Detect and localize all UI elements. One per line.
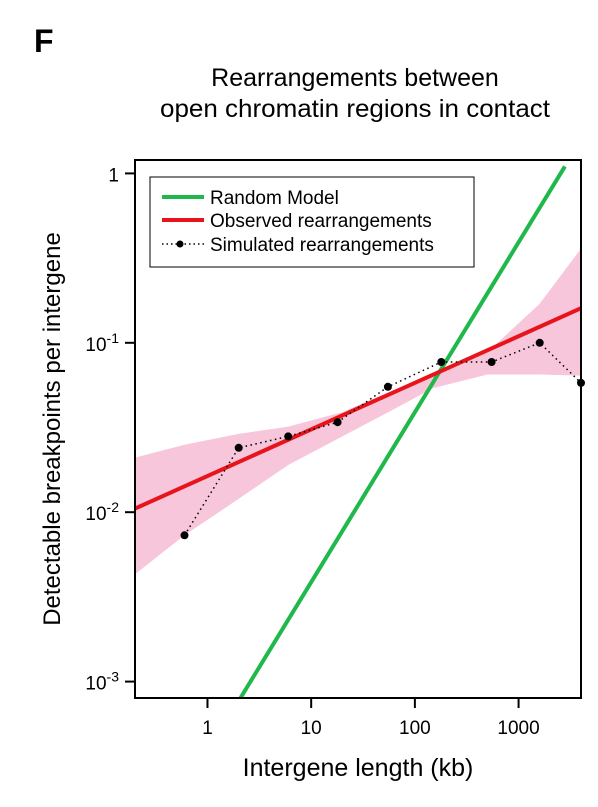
legend: Random Model Observed rearrangements Sim… bbox=[149, 176, 475, 268]
simulated-point bbox=[284, 432, 293, 441]
simulated-point bbox=[234, 443, 243, 452]
panel-letter: F bbox=[34, 23, 54, 59]
y-tick-label: 10-1 bbox=[85, 330, 119, 356]
series-line-simulated-rearrangements bbox=[183, 341, 581, 536]
confidence-band bbox=[135, 248, 581, 575]
simulated-point bbox=[535, 338, 544, 347]
series-points-layer bbox=[180, 338, 585, 540]
legend-label-random-model: Random Model bbox=[210, 188, 339, 209]
simulated-point bbox=[333, 418, 342, 427]
x-tick-label: 10 bbox=[301, 718, 322, 739]
x-axis-label: Intergene length (kb) bbox=[243, 754, 474, 782]
legend-label-simulated: Simulated rearrangements bbox=[210, 235, 434, 256]
confidence-band-layer bbox=[135, 248, 581, 575]
series-line-random-model bbox=[238, 165, 567, 698]
y-tick-label: 1 bbox=[108, 165, 119, 186]
y-tick-label: 10-2 bbox=[85, 499, 119, 525]
x-tick-label: 100 bbox=[399, 718, 431, 739]
x-tick-label: 1 bbox=[202, 718, 213, 739]
y-axis-label: Detectable breakpoints per intergene bbox=[39, 232, 66, 626]
x-axis: 1 10 100 1000 bbox=[202, 698, 540, 739]
series-line-observed-rearrangements bbox=[135, 306, 581, 511]
simulated-point bbox=[383, 382, 392, 391]
y-tick-label: 10-3 bbox=[85, 669, 119, 695]
legend-label-observed: Observed rearrangements bbox=[210, 211, 432, 232]
chart-subtitle: open chromatin regions in contact bbox=[160, 95, 550, 123]
simulated-point bbox=[487, 358, 496, 366]
plot-frame bbox=[134, 159, 582, 699]
x-tick-label: 1000 bbox=[497, 718, 539, 739]
y-axis: 10-3 10-2 10-1 1 bbox=[85, 165, 135, 695]
simulated-point bbox=[437, 358, 446, 366]
series-lines-layer bbox=[135, 165, 581, 698]
chart-title: Rearrangements between bbox=[211, 64, 499, 92]
simulated-point bbox=[180, 531, 189, 540]
legend-swatch-simulated-marker bbox=[176, 240, 184, 248]
